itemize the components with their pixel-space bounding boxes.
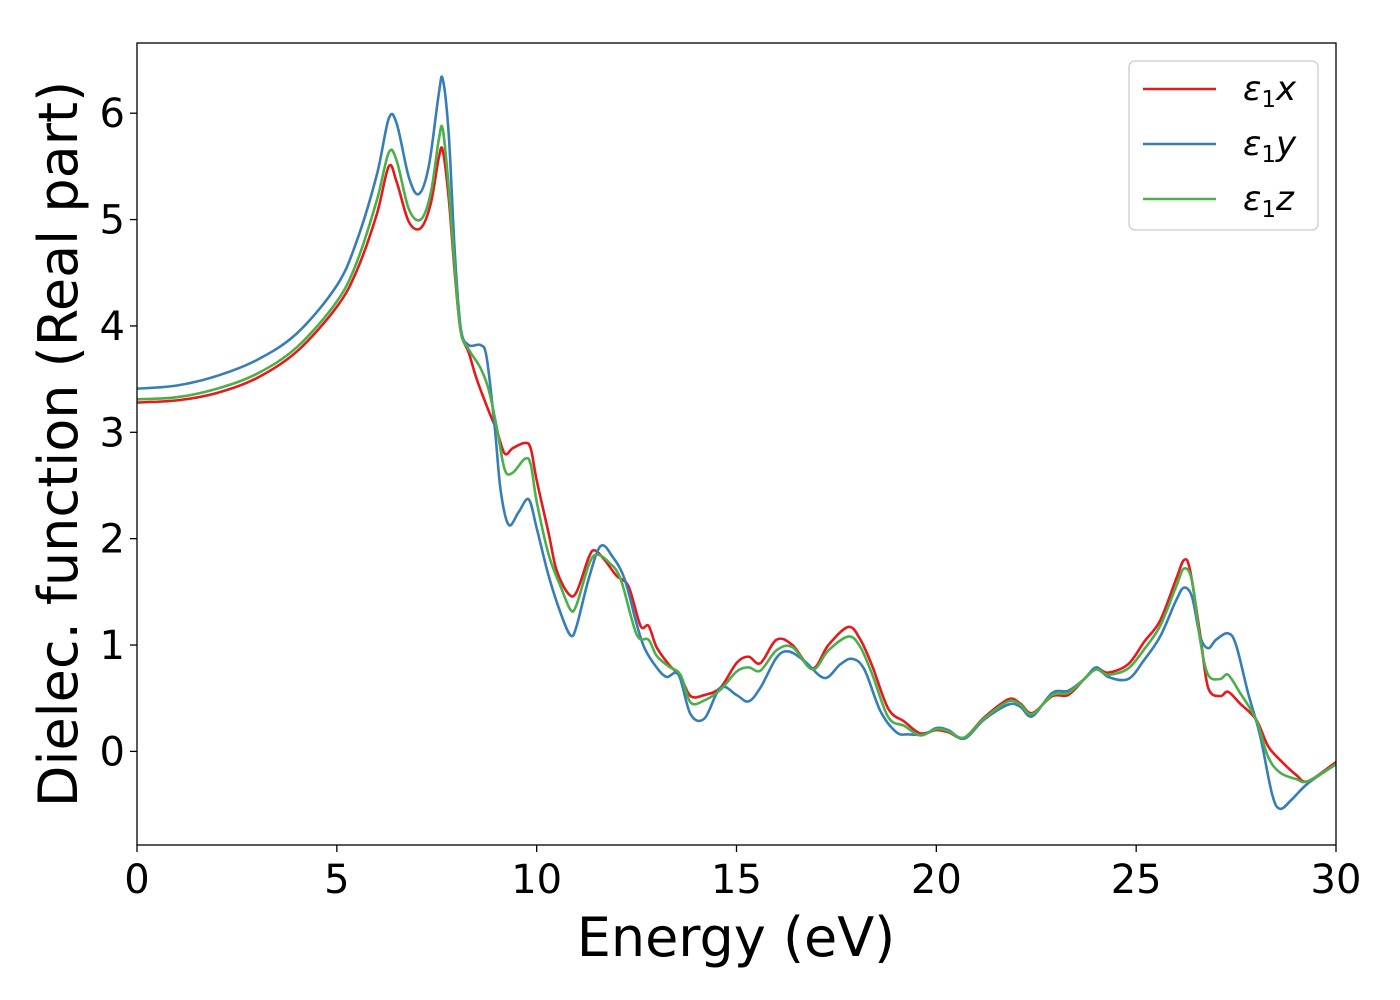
series-line-x: [137, 146, 1336, 783]
y-tick-label: 6: [100, 91, 125, 137]
x-axis-title: Energy (eV): [577, 906, 896, 969]
y-axis: 0 1 2 3 4 5 6: [100, 91, 137, 775]
x-tick-label: 5: [324, 857, 349, 903]
x-tick-label: 20: [911, 857, 962, 903]
x-tick-label: 15: [711, 857, 762, 903]
legend-label-x: ε1x: [1243, 69, 1297, 113]
y-tick-label: 2: [100, 517, 125, 563]
y-tick-label: 3: [100, 410, 125, 456]
y-axis-title: Dielec. function (Real part): [27, 81, 90, 807]
y-tick-label: 1: [100, 623, 125, 669]
x-axis: 0 5 10 15 20 25 30: [124, 845, 1361, 903]
legend-label-z: ε1z: [1243, 179, 1295, 223]
legend-box: [1128, 60, 1319, 231]
y-tick-label: 0: [100, 729, 125, 775]
x-tick-label: 10: [511, 857, 562, 903]
x-tick-label: 30: [1311, 857, 1362, 903]
x-tick-label: 0: [124, 857, 149, 903]
y-tick-label: 4: [100, 304, 125, 350]
series-layer: [137, 75, 1336, 811]
legend-label-y: ε1y: [1243, 124, 1297, 168]
x-tick-label: 25: [1111, 857, 1162, 903]
series-line-y: [137, 75, 1336, 811]
y-tick-label: 5: [100, 198, 125, 244]
series-line-z: [137, 124, 1336, 784]
legend: ε1x ε1y ε1z: [1128, 60, 1319, 231]
